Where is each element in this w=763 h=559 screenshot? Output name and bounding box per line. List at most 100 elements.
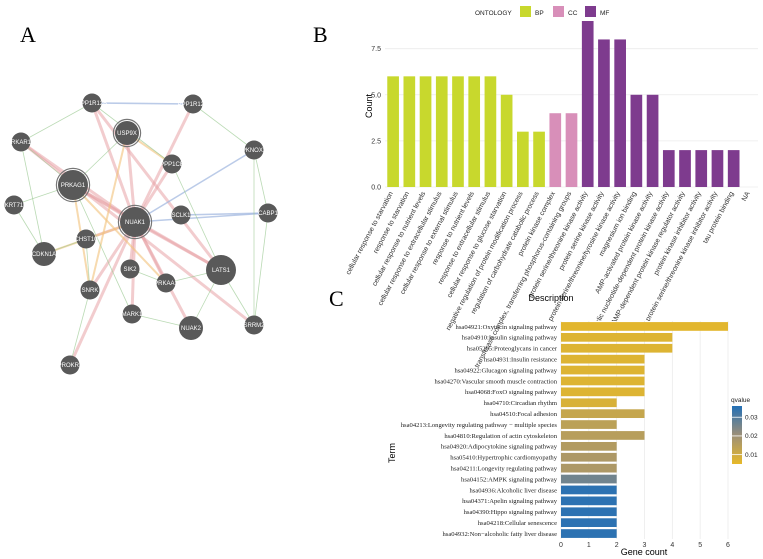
kegg-x-tick-label: 6 bbox=[726, 542, 730, 549]
panel-b-letter: B bbox=[313, 22, 328, 47]
node-circle bbox=[244, 140, 264, 160]
kegg-x-tick-label: 2 bbox=[615, 542, 619, 549]
node-label: PRKAG1 bbox=[61, 183, 86, 189]
node-label: PPP1R12B bbox=[77, 101, 107, 107]
go-bar-response-to-starvation bbox=[403, 76, 416, 187]
go-bar-protein-kinase-complex bbox=[549, 113, 562, 187]
kegg-term-label: hsa04218:Cellular senescence bbox=[478, 520, 557, 527]
node-label: LATS1 bbox=[212, 268, 231, 274]
kegg-x-tick-label: 4 bbox=[670, 542, 674, 549]
go-bar-tau-protein-binding bbox=[727, 150, 740, 187]
kegg-bar-hsa04922 bbox=[561, 365, 645, 375]
kegg-bar-hsa04270 bbox=[561, 376, 645, 386]
go-bar-protein-serine-threonine-tyrosine-kinase-activity bbox=[614, 39, 626, 187]
go-bar-regulation-of-carbohydrate-catabolic-process bbox=[533, 131, 545, 187]
go-x-tick-label: negative regulation of protein modificat… bbox=[445, 190, 525, 332]
go-bar-response-to-extracellular-stimulus bbox=[484, 76, 497, 187]
panel-a-letter: A bbox=[20, 22, 36, 47]
kegg-bar-hsa05205 bbox=[561, 343, 673, 353]
go-bar-cyclic-nucleotide-dependent-protein-kinase-activity bbox=[662, 150, 675, 187]
go-bar-cellular-response-to-extracellular-stimulus bbox=[435, 76, 448, 187]
node-circle bbox=[80, 280, 100, 300]
kegg-term-label: hsa04152:AMPK signaling pathway bbox=[461, 476, 558, 483]
go-bar-cellular-response-to-glucose-starvation bbox=[500, 94, 513, 187]
go-y-axis-title: Count bbox=[364, 94, 374, 119]
kegg-term-label: hsa04922:Glucagon signaling pathway bbox=[454, 367, 557, 374]
go-bar-protein-kinase-inhibitor-activity bbox=[695, 150, 708, 187]
kegg-bar-hsa04068 bbox=[561, 387, 645, 397]
kegg-bar-chart: hsa04921:Oxytocin signaling pathway hsa04… bbox=[387, 321, 758, 557]
node-circle bbox=[4, 195, 24, 215]
edge-prkag1-mark1 bbox=[72, 184, 133, 315]
edge-snrk-prokr2 bbox=[69, 289, 91, 366]
kegg-bars bbox=[561, 322, 728, 538]
node-label: USP9X bbox=[117, 131, 137, 137]
node-prkar1a: PRKAR1A bbox=[7, 132, 35, 152]
kegg-term-label: hsa04068:FoxO signaling pathway bbox=[465, 389, 558, 396]
kegg-bar-hsa04218 bbox=[561, 518, 617, 528]
kegg-bar-hsa04932 bbox=[561, 529, 617, 538]
node-circle bbox=[244, 315, 264, 335]
node-circle bbox=[60, 355, 80, 375]
go-legend-swatch-bp bbox=[520, 6, 531, 17]
node-label: PRKAA1 bbox=[154, 281, 178, 287]
go-legend: ONTOLOGY BP CC MF bbox=[475, 6, 609, 17]
node-prkag1: PRKAG1 bbox=[55, 167, 91, 203]
qvalue-legend-title: qvalue bbox=[731, 397, 751, 404]
go-bar-cellular-response-to-starvation bbox=[387, 76, 399, 187]
node-sik2: SIK2 bbox=[120, 259, 140, 279]
go-bar-negative-regulation-of-protein-modification-process bbox=[517, 131, 529, 187]
edge-nuak1-pknox2 bbox=[134, 149, 255, 223]
kegg-term-label: hsa04710:Circadian rhythm bbox=[484, 400, 558, 407]
qvalue-colorbar-tick-label: 0.02 bbox=[745, 433, 758, 440]
kegg-bar-hsa04390 bbox=[561, 507, 617, 517]
kegg-term-label: hsa04936:Alcoholic liver disease bbox=[469, 487, 557, 494]
go-bar-chart: ONTOLOGY BP CC MF 0.02.55.07.5 cellular … bbox=[345, 6, 758, 369]
node-cdkn1a: CDKN1A bbox=[32, 242, 56, 266]
node-label: PPP1R12C bbox=[178, 102, 209, 108]
qvalue-colorbar-tick-label: 0.01 bbox=[745, 452, 758, 459]
node-circle bbox=[179, 316, 203, 340]
edge-prkar1a-ppp1r12b bbox=[20, 102, 93, 143]
edge-prkar1a-cdkn1a bbox=[20, 141, 45, 255]
go-bar-cellular-response-to-nutrient-levels bbox=[419, 76, 432, 187]
node-cabp1: CABP1 bbox=[258, 203, 278, 223]
node-circle bbox=[171, 205, 191, 225]
kegg-bar-hsa04371 bbox=[561, 496, 617, 506]
kegg-term-label: hsa04921:Oxytocin signaling pathway bbox=[456, 324, 558, 331]
node-circle bbox=[183, 94, 203, 114]
node-krt71: KRT71 bbox=[4, 195, 24, 215]
node-circle bbox=[206, 255, 236, 285]
node-ring bbox=[117, 204, 153, 240]
kegg-term-label: hsa04390:Hippo signaling pathway bbox=[464, 509, 558, 516]
node-lats1: LATS1 bbox=[206, 255, 236, 285]
node-ring bbox=[112, 118, 142, 148]
node-chst10: CHST10 bbox=[74, 229, 98, 249]
go-y-ticks: 0.0 2.5 5.0 7.5 bbox=[371, 46, 381, 191]
kegg-term-label: hsa04910:Insulin signaling pathway bbox=[462, 335, 558, 342]
node-ring bbox=[55, 167, 91, 203]
network-nodes: PPP1R12B PPP1R12C USP9X PRKAR1A PPP1CB PKNOX2… bbox=[4, 93, 278, 375]
node-nuak2: NUAK2 bbox=[179, 316, 203, 340]
node-label: SIK2 bbox=[123, 267, 137, 273]
edge-nuak1-prokr2 bbox=[68, 221, 137, 366]
node-ppp1cb: PPP1CB bbox=[160, 154, 184, 174]
node-circle bbox=[120, 207, 150, 237]
go-bar-protein-serine-threonine-kinase-activity bbox=[581, 21, 594, 187]
kegg-bar-hsa04921 bbox=[561, 322, 728, 331]
kegg-bar-hsa04510 bbox=[561, 409, 645, 419]
go-bar-protein-serine-kinase-activity bbox=[598, 39, 610, 187]
kegg-bar-hsa04152 bbox=[561, 474, 617, 484]
node-circle bbox=[115, 121, 139, 145]
kegg-x-ticks: 0 1 2 3 4 5 6 bbox=[559, 542, 730, 549]
node-circle bbox=[156, 273, 176, 293]
qvalue-colorbar-ticks: 0.01 0.02 0.03 bbox=[732, 415, 758, 459]
node-label: KRT71 bbox=[5, 203, 24, 209]
kegg-bar-hsa04211 bbox=[561, 463, 617, 473]
go-bar-cellular-response-to-external-stimulus bbox=[452, 76, 464, 187]
edge-prkag1-prkaa1 bbox=[72, 184, 167, 284]
kegg-y-axis-title: Term bbox=[387, 443, 397, 463]
go-y-tick-label: 5.0 bbox=[371, 92, 381, 99]
node-prkaa1: PRKAA1 bbox=[154, 273, 178, 293]
kegg-x-axis-title: Gene count bbox=[621, 547, 668, 557]
